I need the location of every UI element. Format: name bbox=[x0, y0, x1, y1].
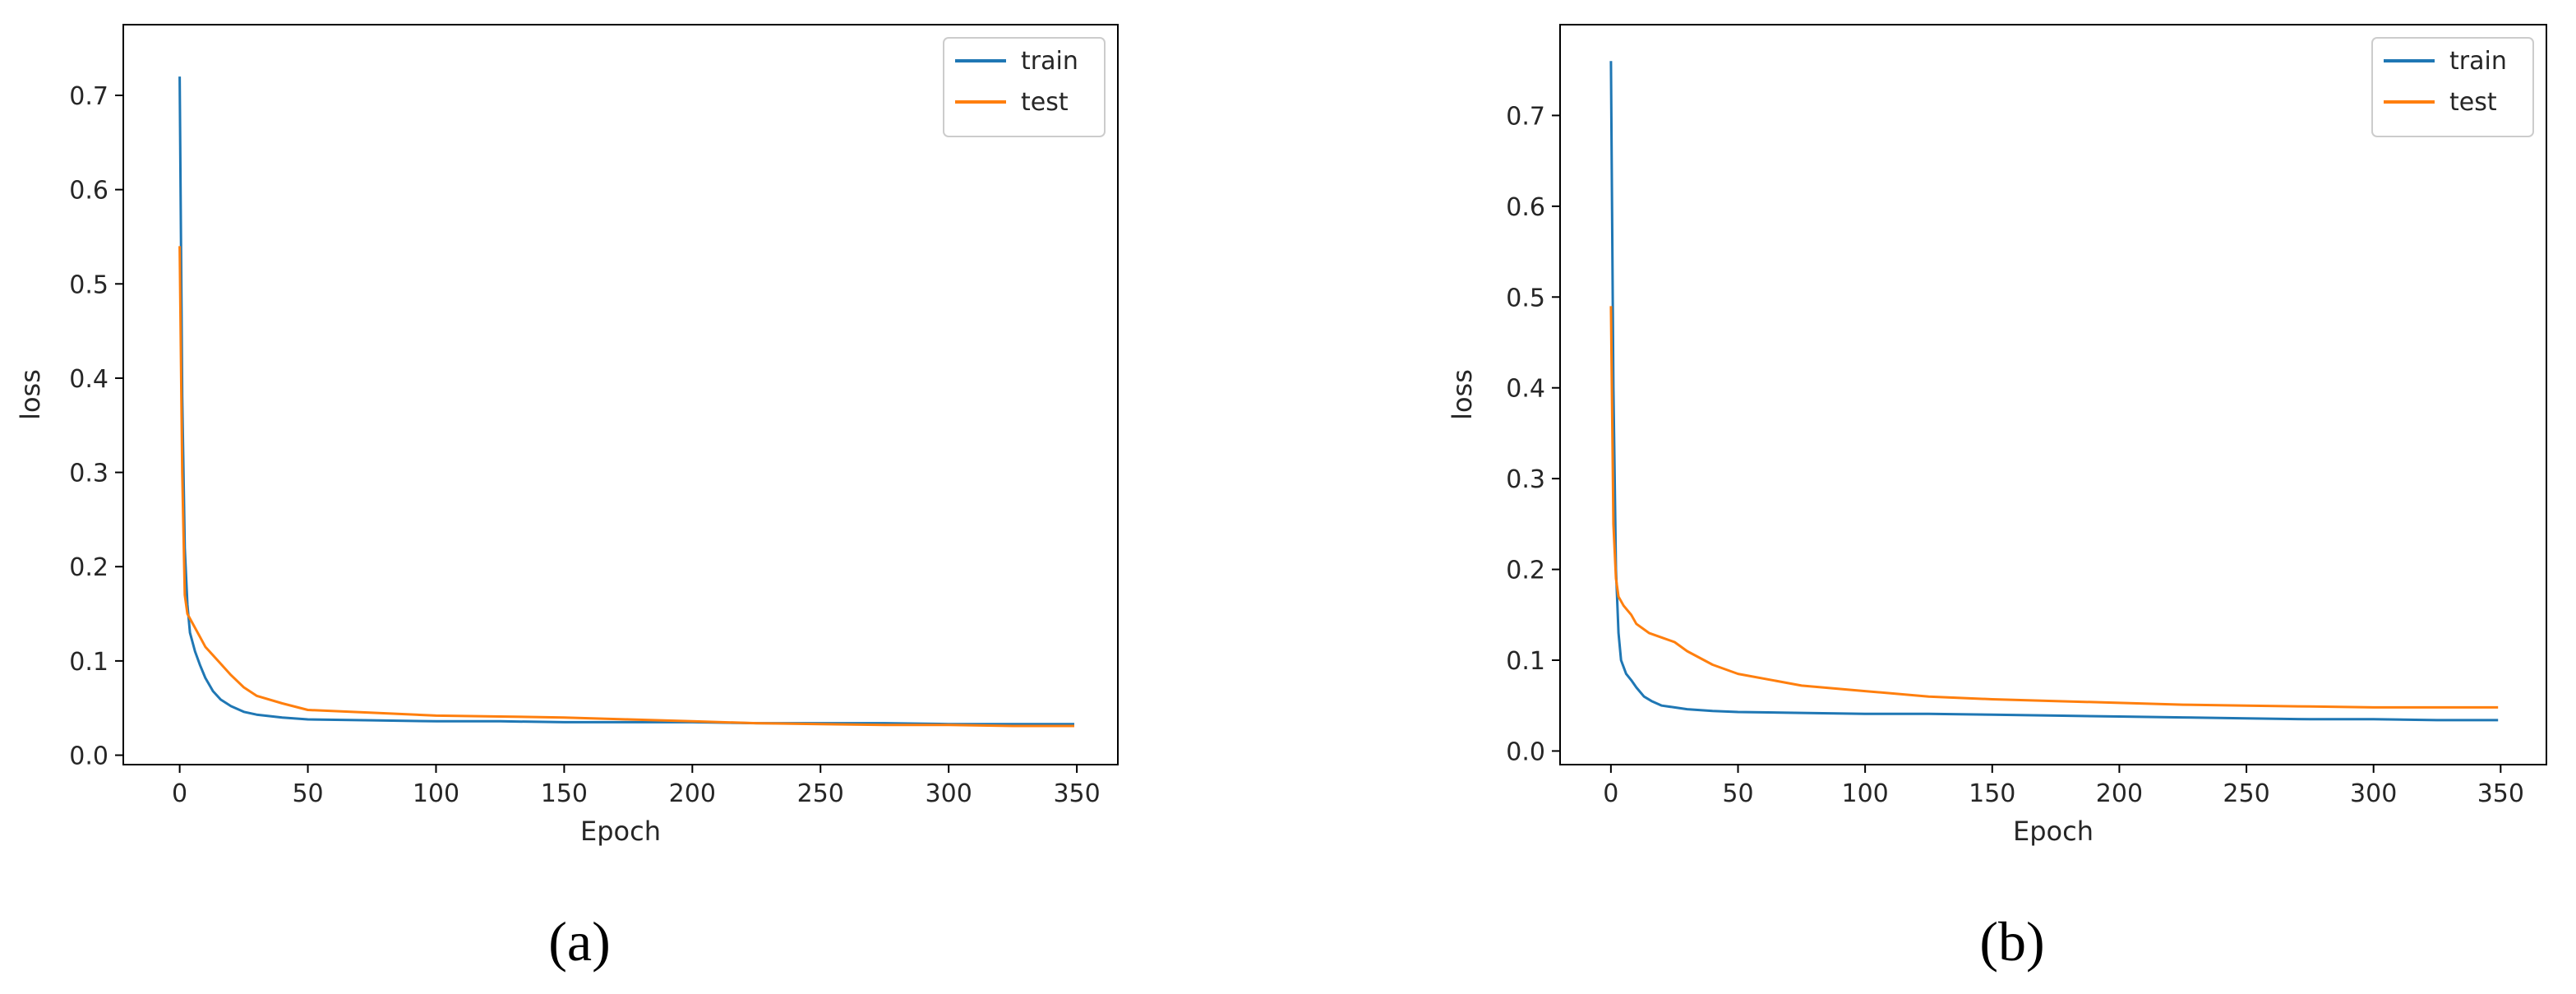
y-tick-label: 0.4 bbox=[69, 365, 108, 394]
y-tick-label: 0.2 bbox=[69, 553, 108, 582]
legend: train test bbox=[943, 37, 1106, 137]
series-line-train bbox=[178, 76, 1074, 726]
y-tick-label: 0.7 bbox=[69, 82, 108, 111]
legend-label-train: train bbox=[1021, 47, 1078, 76]
y-tick-label: 0.6 bbox=[69, 177, 108, 206]
x-tick-label: 200 bbox=[669, 779, 716, 808]
x-tick-label: 0 bbox=[1603, 779, 1618, 808]
legend: train test bbox=[2371, 37, 2534, 137]
legend-label-train: train bbox=[2449, 47, 2507, 76]
x-tick-label: 350 bbox=[1053, 779, 1100, 808]
y-tick-label: 0.0 bbox=[1506, 737, 1545, 766]
y-axis-label: loss bbox=[1447, 369, 1478, 420]
x-tick-label: 100 bbox=[413, 779, 459, 808]
legend-label-test: test bbox=[1021, 88, 1069, 117]
series-line-test bbox=[1609, 306, 2499, 709]
x-tick-label: 100 bbox=[1842, 779, 1889, 808]
x-tick-label: 200 bbox=[2096, 779, 2143, 808]
x-tick-label: 250 bbox=[2223, 779, 2269, 808]
x-tick-label: 300 bbox=[926, 779, 972, 808]
y-tick-label: 0.7 bbox=[1506, 102, 1545, 131]
y-tick-label: 0.3 bbox=[1506, 465, 1545, 494]
x-tick-label: 50 bbox=[1722, 779, 1753, 808]
x-tick-label: 50 bbox=[292, 779, 323, 808]
y-tick-label: 0.2 bbox=[1506, 557, 1545, 585]
y-tick-label: 0.1 bbox=[1506, 647, 1545, 676]
y-tick-label: 0.6 bbox=[1506, 193, 1545, 222]
y-axis-label: loss bbox=[15, 369, 46, 420]
y-tick-label: 0.3 bbox=[69, 460, 108, 488]
series-line-train bbox=[1609, 61, 2499, 722]
y-tick-label: 0.4 bbox=[1506, 375, 1545, 404]
x-tick-label: 150 bbox=[1969, 779, 2015, 808]
y-tick-label: 0.5 bbox=[69, 270, 108, 299]
chart-panel-b: 0 50 100 150 200 250 300 350 0.0 0.1 0.2 0.3 0.4 0.5 0… bbox=[1447, 24, 2547, 973]
x-tick-label: 150 bbox=[541, 779, 588, 808]
x-tick-label: 300 bbox=[2350, 779, 2397, 808]
legend-label-test: test bbox=[2449, 88, 2497, 117]
x-tick-label: 250 bbox=[797, 779, 844, 808]
plot-area-frame bbox=[122, 24, 1119, 765]
x-axis-label: Epoch bbox=[580, 816, 661, 847]
x-tick-label: 0 bbox=[172, 779, 187, 808]
y-tick-label: 0.1 bbox=[69, 648, 108, 677]
x-axis-label: Epoch bbox=[2013, 816, 2094, 847]
plot-area-frame bbox=[1559, 24, 2547, 765]
y-tick-label: 0.5 bbox=[1506, 284, 1545, 312]
panel-caption: (a) bbox=[548, 910, 610, 973]
chart-panel-a: 0 50 100 150 200 250 300 350 0.0 0.1 0.2 0.3 0.4 0.5 0… bbox=[15, 24, 1119, 973]
x-tick-label: 350 bbox=[2477, 779, 2524, 808]
panel-caption: (b) bbox=[1979, 910, 2044, 973]
y-tick-label: 0.0 bbox=[69, 742, 108, 771]
series-line-test bbox=[178, 246, 1074, 728]
